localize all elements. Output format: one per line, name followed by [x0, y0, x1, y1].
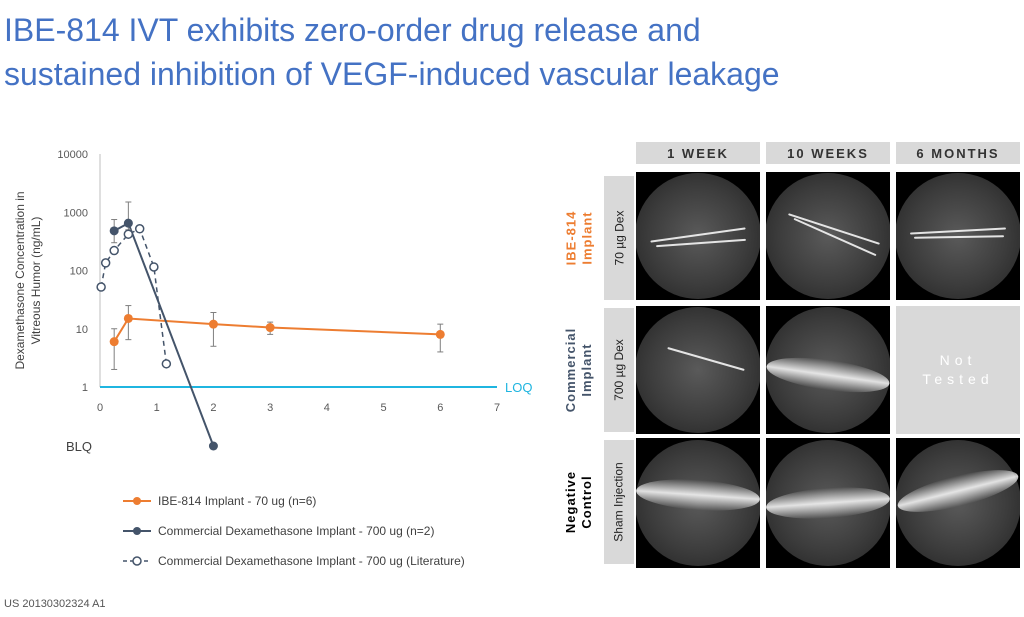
- y-tick-label: 1: [82, 382, 88, 394]
- y-axis-title: Dexamethasone Concentration in Vitreous H…: [13, 191, 43, 369]
- column-header-1-week: 1 WEEK: [636, 142, 760, 164]
- legend-swatch-literature: [123, 556, 151, 566]
- data-point-ibe: [435, 329, 445, 339]
- data-point-literature: [100, 258, 111, 268]
- angiogram-sham-1-week: [636, 438, 760, 568]
- angiogram-ibe-6-months: [896, 172, 1020, 300]
- x-tick-label: 7: [494, 402, 500, 414]
- title-line-2: sustained inhibition of VEGF-induced vas…: [4, 56, 780, 92]
- title-line-1: IBE-814 IVT exhibits zero-order drug rel…: [4, 12, 701, 48]
- legend-swatch-ibe: [123, 497, 151, 505]
- data-point-literature: [96, 282, 106, 292]
- row-sublabel-70ug-dex: 70 µg Dex: [604, 176, 634, 300]
- row-label-negative-text: Negative Control: [563, 470, 595, 534]
- data-point-ibe: [123, 313, 133, 323]
- x-tick-label: 4: [324, 402, 330, 414]
- source-citation: US 20130302324 A1: [4, 598, 106, 610]
- loq-label: LOQ: [505, 380, 532, 395]
- data-point-ibe: [208, 319, 218, 329]
- legend-item-ibe: IBE-814 Implant - 70 ug (n=6): [122, 486, 542, 516]
- legend-swatch-commercial: [123, 527, 151, 535]
- data-point-ibe: [109, 337, 119, 347]
- angiogram-ibe-1-week: [636, 172, 760, 300]
- data-point-literature: [109, 245, 119, 256]
- y-tick-label: 10000: [57, 149, 88, 161]
- legend-item-literature: Commercial Dexamethasone Implant - 700 u…: [122, 546, 542, 576]
- x-tick-label: 1: [154, 402, 160, 414]
- data-point-literature: [161, 359, 172, 369]
- y-tick-label: 10: [76, 324, 88, 336]
- column-header-10-weeks: 10 WEEKS: [766, 142, 890, 164]
- angiogram-ibe-10-weeks: [766, 172, 890, 300]
- angiogram-sham-10-weeks: [766, 438, 890, 568]
- data-point-literature: [149, 262, 159, 272]
- legend-label-commercial: Commercial Dexamethasone Implant - 700 u…: [158, 524, 435, 538]
- slide-title: IBE-814 IVT exhibits zero-order drug rel…: [4, 8, 1014, 96]
- x-tick-label: 0: [97, 402, 103, 414]
- row-label-commercial-implant: Commercial Implant: [560, 306, 598, 434]
- x-tick-label: 3: [267, 402, 273, 414]
- angiogram-commercial-10-weeks: [766, 306, 890, 434]
- row-label-commercial-text: Commercial Implant: [563, 327, 595, 413]
- data-point-literature: [123, 229, 134, 239]
- data-point-commercial: [123, 218, 133, 228]
- y-tick-label: 100: [70, 266, 88, 278]
- blq-label: BLQ: [66, 439, 92, 454]
- chart-legend: IBE-814 Implant - 70 ug (n=6) Commercial…: [122, 486, 542, 576]
- series-line-ibe: [113, 317, 441, 343]
- row-label-negative-control: Negative Control: [560, 438, 598, 566]
- legend-item-commercial: Commercial Dexamethasone Implant - 700 u…: [122, 516, 542, 546]
- data-point-commercial: [208, 441, 218, 451]
- row-sublabel-700ug-dex: 700 µg Dex: [604, 308, 634, 432]
- row-sublabel-sham-injection: Sham Injection: [604, 440, 634, 564]
- data-point-commercial: [109, 226, 119, 236]
- row-label-ibe-text: IBE-814 Implant: [563, 210, 595, 266]
- not-tested-label: Not Tested: [922, 352, 994, 387]
- series-line-commercial: [113, 221, 215, 447]
- angiogram-sham-6-months: [896, 438, 1020, 568]
- column-header-6-months: 6 MONTHS: [896, 142, 1020, 164]
- row-label-ibe-implant: IBE-814 Implant: [560, 174, 598, 302]
- x-tick-label: 6: [437, 402, 443, 414]
- angiogram-commercial-1-week: [636, 306, 760, 434]
- data-point-literature: [134, 224, 145, 234]
- legend-label-ibe: IBE-814 Implant - 70 ug (n=6): [158, 494, 317, 508]
- not-tested-cell: Not Tested: [896, 306, 1020, 434]
- angiography-panel: 1 WEEK 10 WEEKS 6 MONTHS IBE-814 Implant…: [560, 140, 1020, 570]
- data-point-ibe: [265, 323, 275, 333]
- x-tick-label: 2: [210, 402, 216, 414]
- y-tick-label: 1000: [64, 207, 88, 219]
- x-tick-label: 5: [381, 402, 387, 414]
- legend-label-literature: Commercial Dexamethasone Implant - 700 u…: [158, 554, 465, 568]
